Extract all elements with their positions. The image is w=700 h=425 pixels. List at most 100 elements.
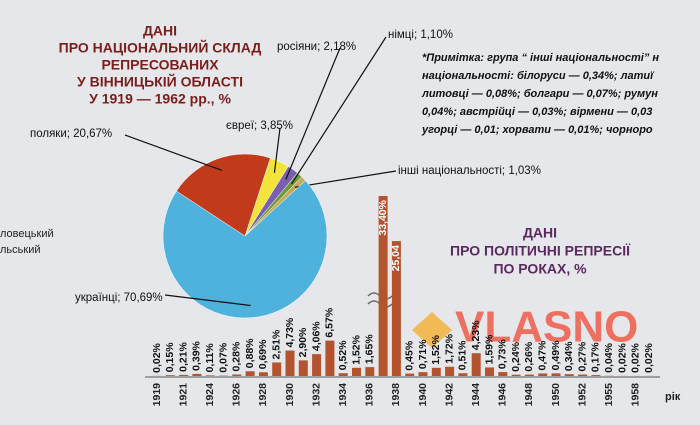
note-line: *Примітка: група “ інші національності” … <box>422 52 659 64</box>
value-label: 25,04 <box>390 245 402 271</box>
chart-title: У 1919 — 1962 рр., % <box>89 91 231 107</box>
note-line: литовці — 0,08%; болгари — 0,07%; румун <box>421 88 658 100</box>
bar <box>418 372 428 376</box>
chart-title: У ВІННИЦЬКІЙ ОБЛАСТІ <box>77 73 243 90</box>
slice-label: українці; 70,69% <box>75 292 163 304</box>
bar <box>205 375 215 376</box>
value-label: 0,51% <box>457 340 469 370</box>
value-label: 0,49% <box>550 340 562 370</box>
bar <box>445 366 455 376</box>
bar <box>578 374 588 376</box>
x-tick-label: 1944 <box>470 383 482 407</box>
x-tick-label: 1940 <box>417 383 429 407</box>
watermark: VLASNO <box>455 303 638 352</box>
left-fragment: ловецький <box>0 228 54 240</box>
chart-title: ПО РОКАХ, % <box>493 261 587 277</box>
value-label: 1,52% <box>350 334 362 364</box>
bar <box>485 367 494 376</box>
value-label: 0,02% <box>643 342 655 372</box>
leader-line <box>124 134 223 171</box>
bar <box>391 241 401 376</box>
value-label: 6,57% <box>324 307 336 337</box>
chart-title: ДАНІ <box>523 225 557 241</box>
note-line: національності: білоруси — 0,34%; латиї <box>422 70 655 82</box>
bar <box>298 360 308 376</box>
value-label: 0,39% <box>191 340 203 370</box>
bar <box>312 354 322 376</box>
value-label: 0,11% <box>204 343 216 373</box>
value-label: 0,52% <box>337 340 349 370</box>
chart-title: ПРО ПОЛІТИЧНІ РЕПРЕСІЇ <box>450 243 631 259</box>
x-tick-label: 1948 <box>523 383 535 407</box>
slice-label: німці; 1,10% <box>388 29 453 41</box>
value-label: 1,52% <box>430 334 442 364</box>
value-label: 0,69% <box>257 339 269 369</box>
x-tick-label: 1955 <box>603 383 615 407</box>
value-label: 4,23% <box>470 320 482 350</box>
bar <box>378 196 388 376</box>
value-label: 0,71% <box>417 339 429 369</box>
value-label: 1,65% <box>364 334 376 364</box>
slice-label: євреї; 3,85% <box>226 120 293 132</box>
x-tick-label: 1942 <box>443 383 455 407</box>
bar <box>458 373 468 376</box>
slice-label: інші національності; 1,03% <box>398 165 541 177</box>
chart-title: ДАНІ <box>143 23 177 39</box>
value-label: 0,07% <box>217 342 229 372</box>
x-tick-label: 1926 <box>231 383 243 407</box>
value-label: 0,02% <box>151 342 163 372</box>
bar <box>591 375 601 376</box>
bar <box>405 373 415 376</box>
chart-title: РЕПРЕСОВАНИХ <box>101 57 219 73</box>
value-label: 4,73% <box>284 317 296 347</box>
bar <box>245 371 255 376</box>
bar <box>179 374 189 376</box>
value-label: 0,88% <box>244 338 256 368</box>
value-label: 0,24% <box>510 341 522 371</box>
x-axis-label: рік <box>665 391 681 403</box>
bar <box>352 367 361 376</box>
x-tick-label: 1938 <box>390 383 402 407</box>
bar <box>192 373 202 376</box>
value-label: 0,02% <box>616 342 628 372</box>
bar <box>551 373 561 376</box>
bar <box>258 372 268 376</box>
x-tick-label: 1924 <box>204 383 216 407</box>
value-label: 1,59% <box>483 334 495 364</box>
x-tick-label: 1919 <box>151 383 163 407</box>
x-tick-label: 1936 <box>364 383 376 407</box>
value-label: 0,45% <box>403 340 415 370</box>
x-tick-label: 1952 <box>576 383 588 407</box>
x-tick-label: 1946 <box>497 383 509 407</box>
bar <box>471 353 481 376</box>
left-fragment: льський <box>0 244 40 256</box>
value-label: 0,47% <box>536 340 548 370</box>
value-label: 4,06% <box>310 321 322 351</box>
bar <box>538 373 548 376</box>
leader-line <box>285 47 341 180</box>
bar <box>285 350 295 376</box>
leader-line <box>294 170 397 188</box>
value-label: 0,04% <box>603 342 615 372</box>
value-label: 0,34% <box>563 341 575 371</box>
value-label: 0,27% <box>576 341 588 371</box>
x-tick-label: 1950 <box>550 383 562 407</box>
value-label: 2,90% <box>297 327 309 357</box>
slice-label: поляки; 20,67% <box>30 128 112 140</box>
x-tick-label: 1930 <box>284 383 296 407</box>
pie-slice <box>176 153 271 237</box>
bar <box>272 362 282 376</box>
bar <box>524 374 534 376</box>
bar <box>325 340 335 376</box>
value-label: 1,72% <box>443 333 455 363</box>
value-label: 0,02% <box>630 342 642 372</box>
bar <box>165 375 175 376</box>
watermark-icon <box>412 312 452 348</box>
x-tick-label: 1932 <box>310 383 322 407</box>
bar <box>232 374 242 376</box>
bar <box>431 367 441 376</box>
note-line: угорці — 0,01; хорвати — 0,01%; чорноро <box>421 124 653 136</box>
value-label: 33,40% <box>377 199 389 235</box>
value-label: 0,26% <box>523 341 535 371</box>
